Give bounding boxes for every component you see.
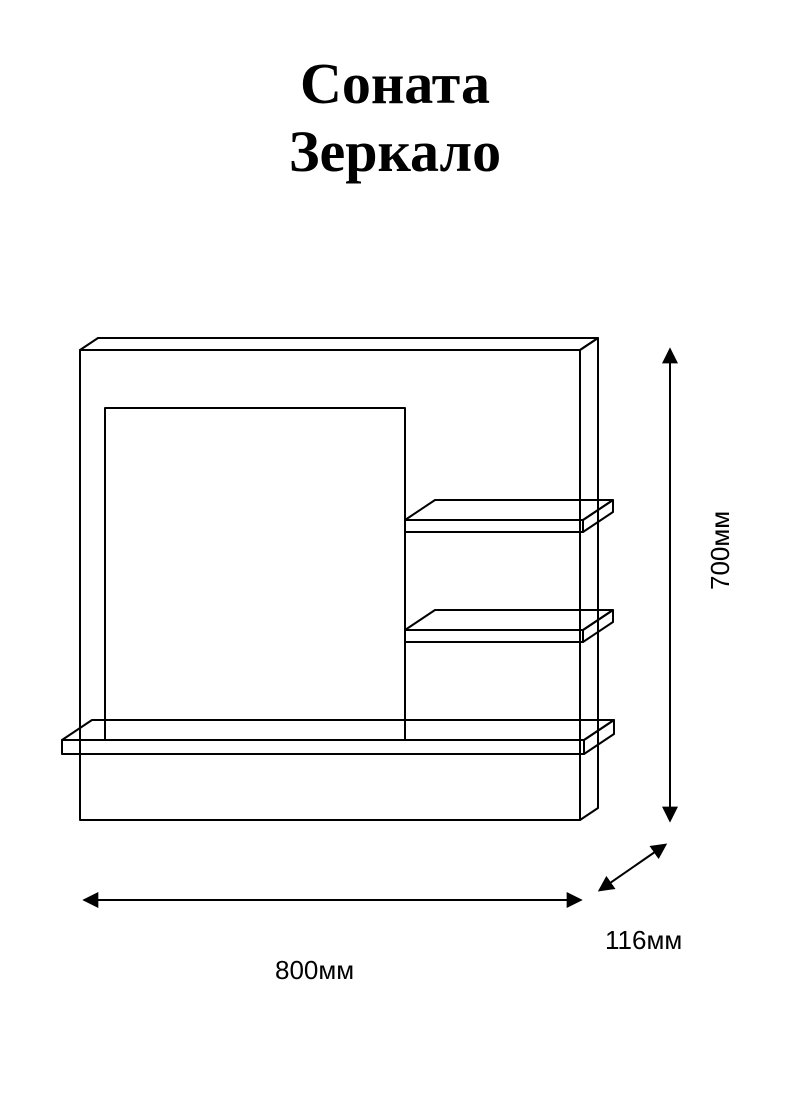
drawing-geometry <box>62 338 614 820</box>
product-title-line1: Соната <box>0 50 790 117</box>
product-title-line2: Зеркало <box>0 118 790 185</box>
dimension-depth-label: 116мм <box>605 925 682 956</box>
dimension-width-label: 800мм <box>275 955 354 986</box>
dimension-height-label: 700мм <box>705 511 736 590</box>
diagram-canvas: Соната Зеркало 800мм 700мм 116мм <box>0 0 790 1117</box>
